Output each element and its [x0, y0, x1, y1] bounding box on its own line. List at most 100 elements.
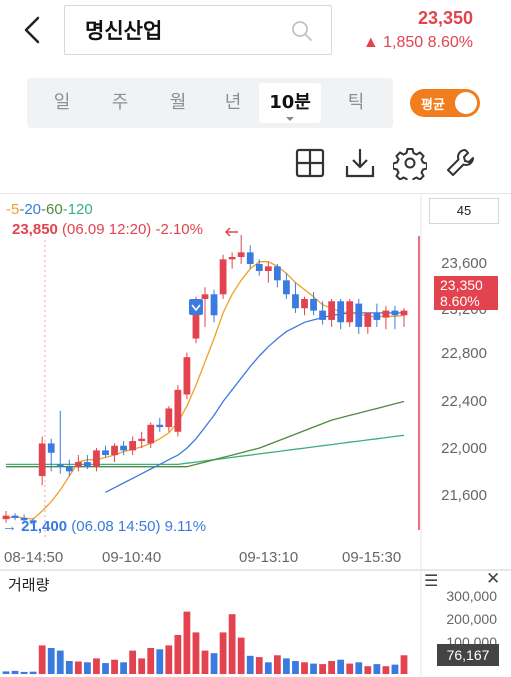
volume-bar	[219, 632, 227, 674]
download-icon[interactable]	[343, 146, 377, 180]
ma120-legend: -120	[62, 201, 93, 218]
candle-body	[264, 266, 272, 271]
volume-bar	[246, 655, 254, 674]
current-price-tag-pct: 8.60%	[440, 293, 480, 309]
volume-bar	[74, 661, 82, 674]
y-tick: 22,800	[441, 345, 487, 362]
current-price-tag: 23,350 8.60%	[434, 276, 498, 310]
high-price-label: 23,850 (06.09 12:20) -2.10%	[12, 221, 203, 238]
candle-body	[355, 303, 363, 327]
volume-bar	[337, 659, 345, 674]
period-tabs: 일 주 월 년 10분 틱	[27, 78, 393, 128]
search-icon[interactable]	[291, 20, 313, 42]
candle-body	[301, 298, 308, 309]
candle-body	[2, 515, 10, 520]
candle-body	[138, 438, 146, 442]
search-input[interactable]	[85, 16, 285, 44]
volume-bar	[138, 658, 146, 674]
volume-bar	[38, 645, 46, 674]
volume-bar	[84, 662, 91, 674]
y-tick: 23,600	[441, 255, 487, 272]
high-price-detail: (06.09 12:20) -2.10%	[57, 221, 203, 238]
volume-bar	[400, 655, 408, 674]
x-tick: 09-13:10	[239, 549, 299, 566]
candle-body	[382, 310, 390, 318]
wrench-icon[interactable]	[443, 146, 477, 180]
candle-body	[337, 301, 345, 323]
tab-day[interactable]: 일	[53, 92, 71, 113]
volume-bar	[111, 659, 118, 674]
signal-arrow	[191, 304, 201, 312]
y-tick: 21,600	[441, 487, 487, 504]
volume-bar	[255, 657, 263, 674]
volume-bar	[319, 664, 326, 674]
period-input[interactable]: 45	[429, 198, 499, 224]
candle-body	[56, 464, 64, 467]
price-change: ▲ 1,850 8.60%	[362, 34, 473, 51]
candle-body	[273, 266, 281, 281]
candle-body	[84, 462, 91, 467]
tab-week[interactable]: 주	[111, 92, 129, 113]
high-arrow-head	[224, 227, 231, 237]
volume-bar	[310, 663, 317, 674]
candle-body	[246, 252, 254, 264]
candle-body	[183, 357, 191, 395]
candle-body	[29, 520, 37, 523]
candle-body	[346, 301, 354, 323]
volume-title: 거래량	[8, 576, 50, 594]
current-price-tag-value: 23,350	[440, 277, 483, 293]
tab-month[interactable]: 월	[169, 92, 187, 113]
volume-y-tick: 200,000	[446, 611, 497, 627]
candle-body	[319, 310, 326, 320]
volume-bar	[2, 671, 10, 674]
low-price-value: 21,400	[21, 518, 68, 535]
volume-close-icon[interactable]: ✕	[486, 569, 501, 589]
chart-top-divider	[0, 193, 511, 194]
candle-body	[391, 310, 399, 316]
low-price-detail: (06.08 14:50) 9.11%	[67, 518, 207, 535]
tab-10min[interactable]: 10분	[259, 83, 321, 123]
candle-body	[20, 517, 28, 521]
search-box[interactable]	[64, 5, 332, 55]
volume-bar	[47, 648, 55, 674]
layout-grid-icon[interactable]	[293, 146, 327, 180]
candle-body	[228, 257, 236, 260]
ma20-legend: -20	[19, 201, 42, 218]
moving-average-legend: -5-20-60-120	[6, 201, 93, 218]
ma5-legend: -5	[6, 201, 20, 218]
volume-bar	[192, 632, 200, 674]
candle-body	[210, 294, 218, 316]
ma60-line	[6, 400, 405, 468]
tab-tick[interactable]: 틱	[347, 92, 365, 113]
back-icon[interactable]	[16, 12, 50, 48]
volume-bar	[120, 662, 127, 674]
signal-marker-icon	[189, 299, 203, 315]
volume-bar	[29, 671, 37, 674]
candle-body	[400, 310, 408, 316]
volume-bar	[292, 661, 299, 674]
tab-caret-icon	[286, 117, 294, 121]
y-tick: 22,400	[441, 393, 487, 410]
candle-body	[11, 515, 19, 518]
volume-bar	[273, 655, 281, 674]
settings-gear-icon[interactable]	[392, 146, 428, 184]
volume-bar	[264, 662, 272, 674]
average-toggle[interactable]: 평균	[410, 89, 480, 117]
candlestick-chart[interactable]	[0, 193, 511, 677]
candle-body	[165, 408, 173, 428]
volume-bar	[346, 663, 354, 674]
candle-body	[147, 424, 155, 444]
volume-bar	[391, 664, 399, 674]
candle-body	[93, 450, 100, 467]
tab-10min-label: 10분	[269, 92, 311, 113]
candle-body	[364, 312, 372, 327]
volume-menu-icon[interactable]: ☰	[424, 571, 439, 590]
volume-y-tick: 300,000	[446, 588, 497, 604]
volume-bar	[237, 637, 245, 674]
volume-bar	[147, 648, 155, 674]
volume-bar	[201, 650, 209, 674]
volume-bar	[228, 614, 236, 674]
y-tick: 22,000	[441, 440, 487, 457]
candle-body	[283, 280, 290, 295]
tab-year[interactable]: 년	[224, 92, 242, 113]
